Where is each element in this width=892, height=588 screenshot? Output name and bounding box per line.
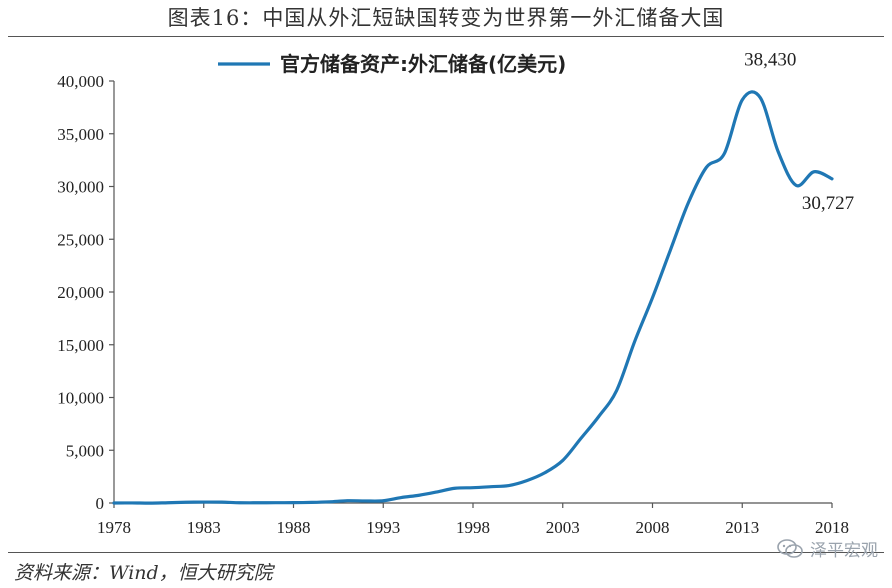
series-line-fx-reserves <box>112 90 834 505</box>
x-tick-label: 2018 <box>815 518 849 537</box>
y-tick-label: 40,000 <box>57 72 104 91</box>
y-tick-label: 15,000 <box>57 336 104 355</box>
watermark-text: 泽平宏观 <box>810 541 878 561</box>
x-tick-label: 1978 <box>97 518 131 537</box>
series-layer <box>112 90 834 505</box>
y-tick-label: 20,000 <box>57 283 104 302</box>
data-label: 30,727 <box>802 193 854 214</box>
y-tick-label: 30,000 <box>57 178 104 197</box>
y-tick-label: 5,000 <box>66 441 104 460</box>
wechat-icon <box>777 538 803 558</box>
y-tick-label: 0 <box>96 494 105 513</box>
x-tick-label: 1998 <box>456 518 490 537</box>
x-tick-label: 1993 <box>366 518 400 537</box>
chart-axes <box>113 81 832 504</box>
legend-label: 官方储备资产:外汇储备(亿美元) <box>280 52 566 76</box>
axis-ticks: 0 5,000 10,000 15,000 20,000 25,000 30,000 35,0… <box>57 72 849 537</box>
footer-divider <box>8 552 884 553</box>
legend: 官方储备资产:外汇储备(亿美元) <box>218 52 566 76</box>
data-label: 38,430 <box>744 50 796 71</box>
x-tick-label: 2003 <box>546 518 580 537</box>
source-note: 资料来源：Wind，恒大研究院 <box>14 562 273 584</box>
x-tick-label: 1988 <box>277 518 311 537</box>
title-divider <box>8 36 884 37</box>
y-tick-label: 10,000 <box>57 389 104 408</box>
x-tick-label: 1983 <box>187 518 221 537</box>
x-tick-label: 2008 <box>636 518 670 537</box>
annotations: 38,430 30,727 <box>744 50 854 214</box>
y-tick-label: 25,000 <box>57 230 104 249</box>
watermark: 泽平宏观 <box>776 536 878 561</box>
x-tick-label: 2013 <box>725 518 759 537</box>
y-tick-label: 35,000 <box>57 125 104 144</box>
chart-title: 图表16：中国从外汇短缺国转变为世界第一外汇储备大国 <box>167 6 725 30</box>
